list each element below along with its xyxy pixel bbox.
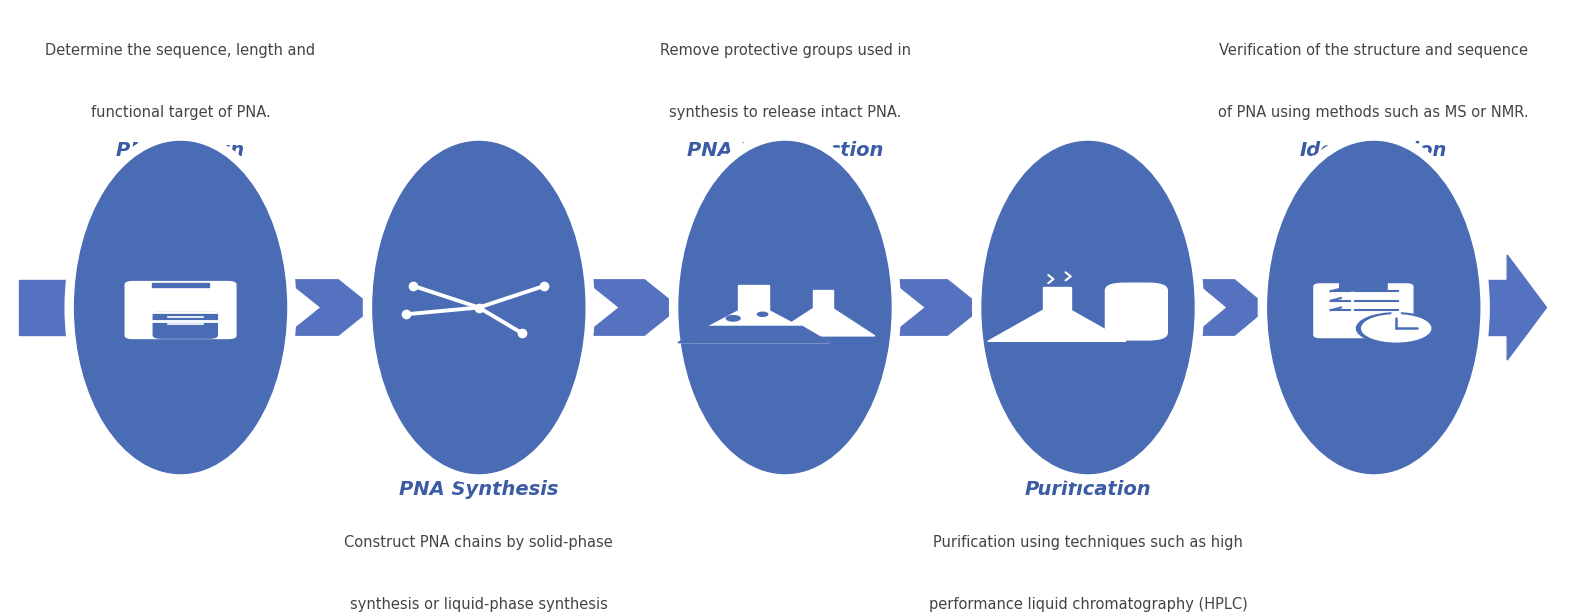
Text: PNA Deprotection: PNA Deprotection bbox=[686, 141, 884, 161]
Text: Determine the sequence, length and: Determine the sequence, length and bbox=[46, 43, 316, 58]
Bar bbox=[19, 280, 75, 335]
Text: of PNA using methods such as MS or NMR.: of PNA using methods such as MS or NMR. bbox=[1218, 105, 1529, 119]
Circle shape bbox=[1393, 312, 1400, 315]
Text: synthesis or liquid-phase synthesis: synthesis or liquid-phase synthesis bbox=[350, 597, 608, 611]
Circle shape bbox=[1356, 313, 1437, 344]
Bar bbox=[152, 283, 209, 287]
Ellipse shape bbox=[972, 132, 1203, 483]
FancyBboxPatch shape bbox=[1314, 284, 1413, 338]
Polygon shape bbox=[892, 280, 983, 335]
FancyBboxPatch shape bbox=[1339, 280, 1388, 291]
Polygon shape bbox=[771, 309, 874, 336]
Polygon shape bbox=[584, 280, 678, 335]
Circle shape bbox=[757, 312, 768, 316]
Ellipse shape bbox=[669, 132, 901, 483]
FancyBboxPatch shape bbox=[126, 282, 236, 338]
FancyBboxPatch shape bbox=[1105, 283, 1167, 340]
Bar bbox=[1479, 280, 1507, 335]
Polygon shape bbox=[286, 280, 374, 335]
Text: PNA Synthesis: PNA Synthesis bbox=[399, 480, 559, 499]
FancyBboxPatch shape bbox=[154, 312, 217, 338]
Text: PNA Design: PNA Design bbox=[116, 141, 245, 161]
Polygon shape bbox=[1507, 255, 1546, 360]
Text: Remove protective groups used in: Remove protective groups used in bbox=[659, 43, 911, 58]
Circle shape bbox=[727, 315, 739, 321]
Polygon shape bbox=[678, 327, 831, 343]
Ellipse shape bbox=[372, 141, 584, 474]
Polygon shape bbox=[1193, 280, 1269, 335]
Ellipse shape bbox=[1259, 132, 1488, 483]
Text: Purification: Purification bbox=[1025, 480, 1151, 499]
Polygon shape bbox=[988, 310, 1126, 341]
Text: performance liquid chromatography (HPLC): performance liquid chromatography (HPLC) bbox=[928, 597, 1248, 611]
Bar bbox=[813, 290, 834, 309]
Bar bbox=[738, 285, 769, 311]
Polygon shape bbox=[678, 311, 831, 343]
Text: synthesis to release intact PNA.: synthesis to release intact PNA. bbox=[669, 105, 901, 119]
Text: Identification: Identification bbox=[1300, 141, 1448, 161]
Text: Verification of the structure and sequence: Verification of the structure and sequen… bbox=[1220, 43, 1528, 58]
Ellipse shape bbox=[75, 141, 287, 474]
Bar bbox=[1042, 287, 1071, 310]
Ellipse shape bbox=[363, 132, 593, 483]
Bar bbox=[1121, 288, 1152, 293]
Ellipse shape bbox=[64, 132, 297, 483]
Ellipse shape bbox=[983, 141, 1193, 474]
Ellipse shape bbox=[1269, 141, 1479, 474]
Circle shape bbox=[1361, 315, 1430, 342]
Text: Purification using techniques such as high: Purification using techniques such as hi… bbox=[933, 535, 1243, 550]
Text: Construct PNA chains by solid-phase: Construct PNA chains by solid-phase bbox=[344, 535, 614, 550]
Text: functional target of PNA.: functional target of PNA. bbox=[91, 105, 270, 119]
Ellipse shape bbox=[678, 141, 892, 474]
